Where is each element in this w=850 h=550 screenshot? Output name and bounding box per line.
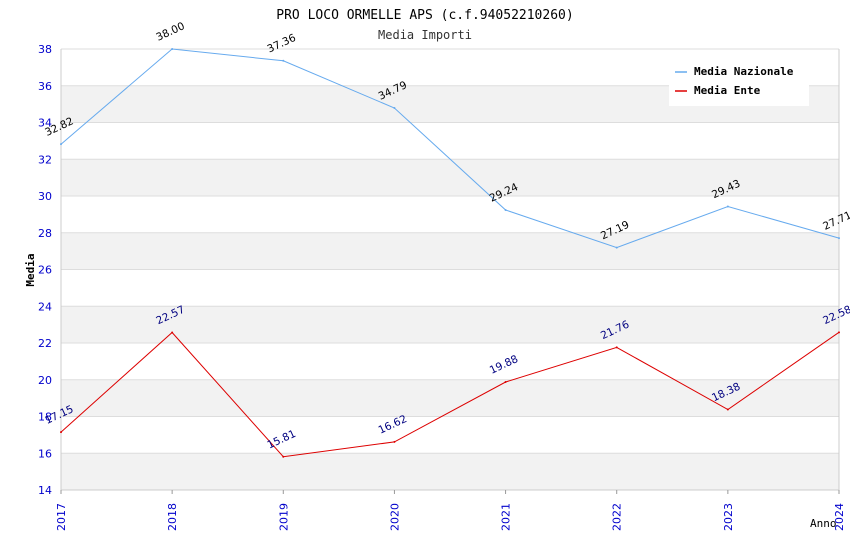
- y-tick-label: 14: [38, 484, 52, 497]
- x-tick-label: 2021: [500, 503, 513, 531]
- data-point: [615, 246, 618, 249]
- y-axis-ticks: 14 16 18 20 22 24 26 28 30 32 34 36 38: [38, 43, 52, 497]
- y-tick-label: 16: [38, 447, 52, 460]
- grid-bands: [61, 85, 839, 490]
- data-point: [60, 143, 62, 146]
- x-tick-label: 2022: [611, 503, 624, 531]
- data-point: [838, 237, 840, 240]
- data-point: [282, 59, 285, 62]
- data-point: [171, 48, 174, 50]
- grid-band: [61, 379, 839, 417]
- chart-title: PRO LOCO ORMELLE APS (c.f.94052210260): [276, 8, 573, 23]
- legend-box: [669, 60, 809, 106]
- grid-band: [61, 453, 839, 490]
- series-line-media-nazionale: [60, 48, 840, 249]
- y-tick-label: 20: [38, 374, 52, 387]
- x-axis-label: Anno: [810, 517, 837, 530]
- data-point: [393, 440, 396, 443]
- data-point: [726, 205, 729, 208]
- legend: Media Nazionale Media Ente: [669, 60, 809, 106]
- legend-label-media-nazionale: Media Nazionale: [694, 65, 794, 78]
- data-point: [504, 208, 507, 211]
- series-line-media-ente: [60, 331, 840, 458]
- data-label: 37.36: [265, 32, 298, 56]
- y-tick-label: 30: [38, 190, 52, 203]
- data-point: [282, 455, 285, 458]
- grid-band: [61, 232, 839, 270]
- data-point: [60, 431, 62, 434]
- data-label: 19.88: [488, 353, 520, 377]
- y-axis-label: Media: [24, 253, 37, 286]
- legend-label-media-ente: Media Ente: [694, 84, 761, 97]
- grid-lines: [60, 48, 840, 491]
- data-point: [615, 346, 618, 349]
- y-tick-label: 38: [38, 43, 52, 56]
- x-axis-ticks: 2017 2018 2019 2020 2021 2022 2023 2024: [55, 490, 846, 531]
- y-tick-label: 32: [38, 153, 52, 166]
- x-tick-label: 2019: [277, 503, 290, 531]
- y-tick-label: 24: [38, 300, 52, 313]
- x-tick-label: 2023: [722, 503, 735, 531]
- chart-subtitle: Media Importi: [378, 28, 472, 42]
- y-tick-label: 26: [38, 264, 52, 277]
- data-label: 38.00: [154, 20, 186, 44]
- x-tick-label: 2017: [55, 503, 68, 531]
- data-point: [504, 380, 507, 383]
- y-tick-label: 18: [38, 411, 52, 424]
- data-label: 15.81: [265, 428, 297, 452]
- x-tick-label: 2020: [388, 503, 401, 531]
- grid-band: [61, 306, 839, 343]
- y-tick-label: 36: [38, 80, 52, 93]
- x-tick-label: 2024: [833, 503, 846, 531]
- x-tick-label: 2018: [166, 503, 179, 531]
- data-point: [171, 331, 174, 334]
- data-point: [838, 331, 840, 334]
- y-tick-label: 28: [38, 227, 52, 240]
- data-point: [726, 408, 729, 411]
- data-point: [393, 106, 396, 109]
- y-tick-label: 34: [38, 117, 52, 130]
- y-tick-label: 22: [38, 337, 52, 350]
- data-label: 27.71: [821, 209, 850, 233]
- grid-band: [61, 159, 839, 196]
